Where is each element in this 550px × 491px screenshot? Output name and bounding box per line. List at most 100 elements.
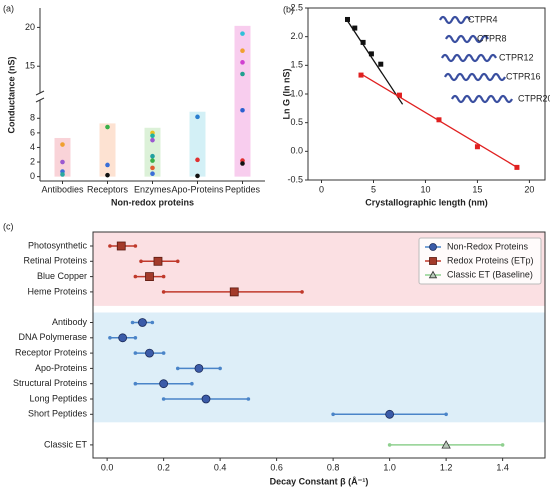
x-tick-label: 20 — [524, 184, 534, 194]
data-point — [240, 60, 245, 65]
y-tick-label: 20 — [25, 22, 35, 32]
error-cap — [175, 259, 180, 264]
y-tick-label: 0 — [30, 171, 35, 181]
data-point — [240, 107, 245, 113]
data-point — [60, 142, 65, 147]
x-tick-label: Antibodies — [41, 184, 84, 194]
structure-label: CTPR20 — [518, 93, 550, 103]
x-tick-label: 1.4 — [496, 462, 509, 472]
error-cap — [133, 336, 138, 340]
marker — [153, 256, 163, 266]
marker — [145, 272, 154, 282]
marker — [201, 394, 211, 404]
x-tick-label: 0.0 — [101, 462, 114, 472]
panel-label: (c) — [3, 221, 14, 231]
error-cap — [130, 320, 135, 325]
range-bar — [144, 127, 161, 177]
x-axis-label: Decay Constant β (Å⁻¹) — [270, 476, 369, 486]
y-tick-label: Apo-Proteins — [35, 363, 88, 373]
y-tick-label: 15 — [25, 61, 35, 71]
x-tick-label: 0.4 — [214, 462, 227, 472]
marker — [118, 333, 128, 343]
y-tick-label: 1.5 — [290, 60, 303, 70]
error-cap — [133, 274, 138, 279]
y-tick-label: Photosynthetic — [28, 240, 88, 250]
y-tick-label: Classic ET — [44, 439, 88, 449]
x-tick-label: 10 — [420, 184, 430, 194]
error-cap — [133, 351, 138, 355]
x-tick-label: Peptides — [225, 184, 261, 194]
data-point — [396, 92, 402, 98]
data-point — [150, 137, 155, 143]
y-tick-label: Antibody — [52, 317, 88, 327]
data-point — [60, 159, 65, 165]
data-point — [195, 173, 200, 179]
x-tick-label: 15 — [472, 184, 482, 194]
y-tick-label: 2.0 — [290, 31, 303, 41]
data-point — [352, 25, 358, 31]
error-cap — [133, 244, 138, 248]
error-cap — [190, 381, 194, 386]
structure-icon — [439, 15, 471, 25]
x-tick-label: 0.2 — [157, 462, 170, 472]
marker — [138, 318, 147, 327]
y-tick-label: 4 — [30, 142, 35, 152]
x-tick-label: Receptors — [87, 184, 129, 194]
error-cap — [444, 412, 448, 417]
structure-label: CTPR4 — [468, 14, 498, 24]
error-cap — [300, 290, 304, 294]
structure-icon — [445, 34, 489, 44]
fit-line — [344, 17, 404, 105]
data-point — [150, 133, 155, 139]
y-tick-label: DNA Polymerase — [18, 332, 87, 342]
data-point — [150, 165, 155, 171]
structure-label: CTPR12 — [499, 52, 534, 62]
y-axis-label: Conductance (nS) — [6, 56, 16, 133]
x-tick-label: 1.2 — [440, 462, 453, 472]
axis-break — [35, 90, 45, 96]
data-point — [150, 158, 155, 163]
error-cap — [150, 320, 155, 325]
error-cap — [331, 412, 335, 417]
data-point — [240, 48, 245, 54]
error-cap — [108, 244, 112, 248]
data-point — [240, 161, 245, 166]
x-tick-label: 1.0 — [383, 462, 396, 472]
error-cap — [139, 259, 143, 264]
marker — [229, 287, 239, 297]
x-tick-label: 5 — [371, 184, 376, 194]
data-point — [436, 117, 442, 123]
error-cap — [387, 443, 392, 447]
error-cap — [161, 397, 166, 401]
axis-break — [35, 97, 45, 103]
y-axis-label: Ln G (ln nS) — [281, 69, 291, 120]
data-point — [240, 31, 245, 36]
y-tick-label: 2.5 — [290, 2, 303, 12]
data-point — [360, 39, 366, 45]
error-cap — [246, 397, 251, 401]
y-tick-label: Retinal Proteins — [23, 256, 87, 266]
y-tick-label: 6 — [30, 127, 35, 137]
data-point — [474, 144, 480, 150]
data-point — [358, 72, 364, 78]
range-bar — [54, 137, 71, 177]
data-point — [150, 153, 155, 159]
y-tick-label: -0.5 — [287, 174, 303, 184]
panel-label: (a) — [3, 3, 14, 13]
x-tick-label: 0 — [319, 184, 324, 194]
y-tick-label: 0.0 — [290, 146, 303, 156]
structure-label: CTPR8 — [477, 33, 507, 43]
legend-label: Non-Redox Proteins — [447, 241, 529, 251]
y-tick-label: Receptor Proteins — [15, 347, 88, 357]
error-cap — [161, 274, 166, 279]
y-tick-label: 0.5 — [290, 117, 303, 127]
plot-frame — [92, 231, 546, 459]
legend-marker — [428, 270, 438, 279]
data-point — [105, 172, 110, 178]
data-point — [195, 114, 200, 120]
marker — [145, 348, 154, 358]
x-tick-label: 0.8 — [327, 462, 340, 472]
error-cap — [133, 381, 138, 386]
